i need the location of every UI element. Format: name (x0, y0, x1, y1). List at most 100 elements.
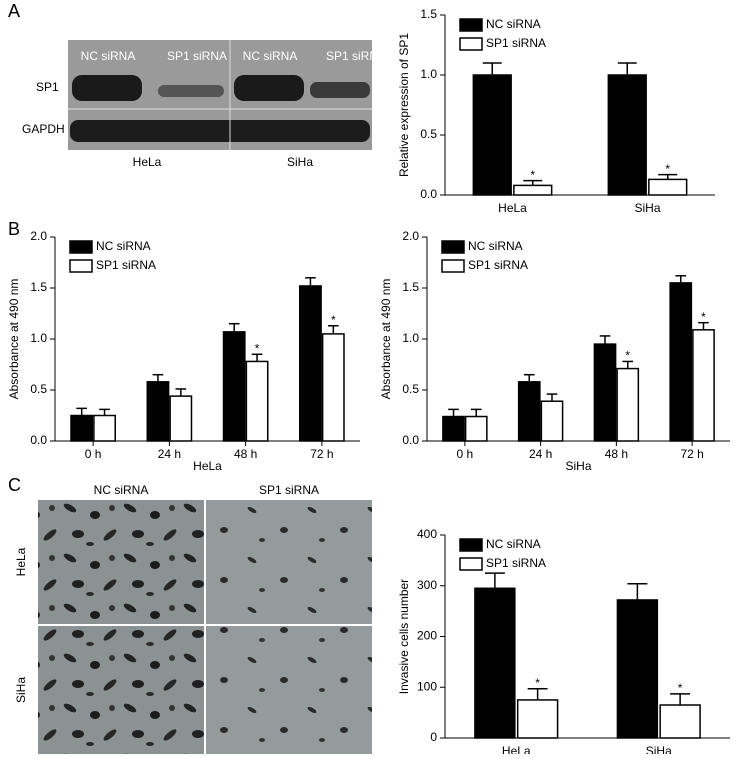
y-tick-label: 1.0 (402, 331, 419, 345)
x-tick-label: HeLa (502, 744, 531, 754)
legend-label: SP1 siRNA (486, 556, 546, 570)
blot-column-label: NC siRNA (81, 49, 136, 63)
y-axis-label: Invasive cells number (397, 579, 411, 694)
blot-column-label: SP1 siRNA (167, 49, 227, 63)
significance-marker: * (678, 681, 683, 695)
x-tick-label: SiHa (646, 744, 672, 754)
micrograph-column-label: NC siRNA (94, 483, 149, 497)
y-axis-label: Absorbance at 490 nm (7, 279, 21, 400)
y-axis-label: Absorbance at 490 nm (379, 279, 393, 400)
y-tick-label: 100 (417, 679, 437, 693)
x-tick-label: 48 h (605, 447, 628, 461)
panel-label: C (8, 475, 21, 495)
bar (222, 331, 246, 442)
micrograph-row-label: SiHa (14, 677, 28, 703)
bar (464, 415, 488, 442)
y-tick-label: 0.0 (420, 187, 437, 201)
panel-label: A (8, 1, 20, 21)
significance-marker: * (701, 310, 706, 324)
legend-swatch (459, 538, 483, 552)
legend-label: SP1 siRNA (468, 258, 528, 272)
y-tick-label: 200 (417, 629, 437, 643)
legend-label: SP1 siRNA (486, 36, 546, 50)
blot-row-label: SP1 (36, 80, 59, 94)
y-tick-label: 1.0 (420, 67, 437, 81)
blot-cell-line: SiHa (287, 155, 313, 169)
x-axis-label: SiHa (565, 459, 591, 473)
legend-swatch (459, 18, 483, 32)
bar (607, 74, 647, 196)
blot-band (70, 120, 370, 142)
western-blot: NC siRNA SP1 siRNA NC siRNA SP1 siRNA SP… (22, 40, 386, 169)
bar (245, 360, 269, 442)
x-tick-label: 0 h (85, 447, 102, 461)
micrograph-column-label: SP1 siRNA (259, 483, 319, 497)
y-tick-label: 0.0 (402, 433, 419, 447)
y-tick-label: 2.0 (30, 229, 47, 243)
y-tick-label: 1.5 (30, 280, 47, 294)
legend-swatch (459, 557, 483, 571)
legend-label: NC siRNA (96, 239, 151, 253)
significance-marker: * (255, 341, 260, 355)
y-tick-label: 0.5 (402, 382, 419, 396)
bar (472, 74, 512, 196)
y-tick-label: 0.5 (30, 382, 47, 396)
legend-swatch (69, 259, 93, 273)
blot-column-label: SP1 siRNA (326, 49, 386, 63)
x-tick-label: 24 h (529, 447, 552, 461)
significance-marker: * (331, 313, 336, 327)
significance-marker: * (625, 349, 630, 363)
legend-label: SP1 siRNA (96, 258, 156, 272)
significance-marker: * (530, 168, 535, 182)
bar (146, 381, 170, 442)
bar (516, 699, 559, 739)
legend-label: NC siRNA (468, 239, 523, 253)
y-tick-label: 1.5 (402, 280, 419, 294)
legend-swatch (441, 259, 465, 273)
legend-swatch (441, 240, 465, 254)
micrograph (38, 626, 204, 754)
bar (70, 414, 94, 442)
x-tick-label: 0 h (457, 447, 474, 461)
blot-band (72, 75, 142, 101)
bar (474, 587, 516, 739)
y-tick-label: 0.0 (30, 433, 47, 447)
blot-band (158, 85, 224, 97)
bar (692, 329, 715, 442)
x-tick-label: 24 h (158, 447, 181, 461)
micrograph (206, 626, 372, 754)
legend-swatch (69, 240, 93, 254)
significance-marker: * (535, 676, 540, 690)
bar (442, 415, 465, 442)
bar (616, 367, 640, 442)
x-tick-label: 48 h (234, 447, 257, 461)
bar (93, 414, 116, 442)
micrograph (206, 500, 372, 624)
blot-column-label: NC siRNA (243, 49, 298, 63)
y-tick-label: 300 (417, 578, 437, 592)
micrograph-row-label: HeLa (14, 547, 28, 576)
x-tick-label: 72 h (310, 447, 333, 461)
y-tick-label: 0.5 (420, 127, 437, 141)
blot-band (310, 82, 370, 98)
bar (299, 285, 322, 442)
blot-band (234, 75, 304, 101)
micrographs: NC siRNA SP1 siRNA HeLa SiHa (14, 483, 372, 754)
panel-label: B (8, 219, 20, 239)
x-tick-label: 72 h (680, 447, 703, 461)
significance-marker: * (665, 162, 670, 176)
bar (513, 184, 553, 196)
y-tick-label: 400 (417, 527, 437, 541)
legend-label: NC siRNA (486, 537, 541, 551)
blot-cell-line: HeLa (133, 155, 162, 169)
blot-row-label: GAPDH (22, 122, 65, 136)
bar (321, 333, 345, 442)
bar (648, 178, 688, 196)
legend-label: NC siRNA (486, 17, 541, 31)
bar (669, 282, 693, 442)
bar (659, 704, 701, 739)
x-tick-label: SiHa (634, 201, 660, 215)
y-tick-label: 2.0 (402, 229, 419, 243)
y-axis-label: Relative expression of SP1 (397, 33, 411, 177)
